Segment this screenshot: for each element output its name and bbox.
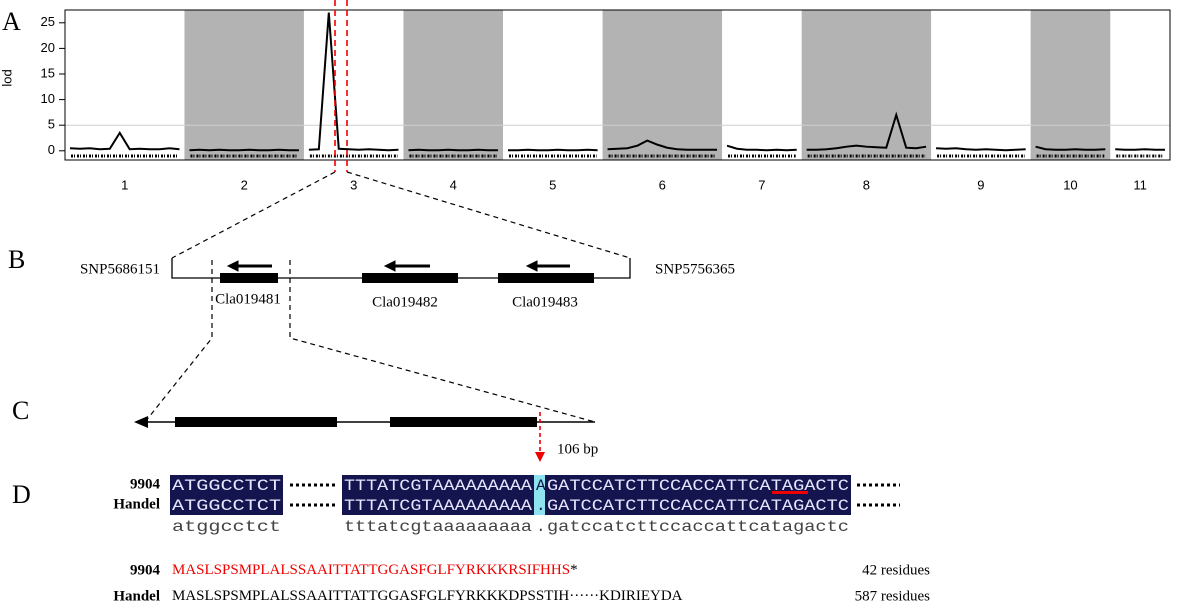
x-tick-label: 1	[121, 177, 128, 192]
x-tick-label: 5	[549, 177, 556, 192]
chromosome-band	[1030, 10, 1111, 160]
sample-name: Handel	[113, 588, 160, 604]
y-tick-label: 0	[48, 142, 55, 157]
protein-sequence: MASLSPSMPLALSSAAITTATTGGASFGLFYRKKKRSIFH…	[172, 562, 570, 578]
gene-label: Cla019482	[372, 294, 438, 310]
x-tick-label: 3	[350, 177, 357, 192]
sequence: ATGGCCTCT	[172, 477, 281, 495]
sequence-block	[170, 495, 283, 515]
y-tick-label: 15	[41, 65, 55, 80]
lod-line	[726, 144, 797, 152]
sequence: GATCCATCTTCCACCATTCATAGACTC	[547, 497, 849, 515]
sequence-block	[170, 475, 283, 495]
sample-name: 9904	[130, 476, 161, 492]
gap-dots	[290, 483, 900, 507]
marker-label: SNP5756365	[655, 261, 735, 277]
x-tick-label: 2	[241, 177, 248, 192]
y-tick-label: 10	[41, 91, 55, 106]
consensus: gatccatcttccaccattcatagactc	[547, 518, 849, 536]
plot-frame	[64, 9, 1171, 161]
panel-label: A	[2, 7, 21, 36]
x-tick-label: 7	[758, 177, 765, 192]
marker-label: SNP5686151	[80, 261, 160, 277]
x-tick-label: 11	[1133, 177, 1147, 192]
x-tick-label: 9	[977, 177, 984, 192]
lod-line	[1035, 145, 1106, 151]
protein-sequence: MASLSPSMPLALSSAAITTATTGGASFGLFYRKKKDPSST…	[172, 588, 683, 604]
sequence-block	[545, 495, 851, 515]
lod-line	[69, 130, 180, 151]
sequence: TTTATCGTAAAAAAAAA	[344, 477, 532, 495]
x-tick-label: 8	[863, 177, 870, 192]
sequence: .	[536, 497, 546, 515]
protein-length: 587 residues	[855, 588, 931, 604]
sequence: ATGGCCTCT	[172, 497, 281, 515]
lod-line	[308, 12, 399, 152]
chromosome-band	[403, 10, 504, 160]
stop-symbol: *	[570, 562, 578, 578]
sequence-block	[342, 495, 534, 515]
sequence-block	[342, 475, 534, 495]
lod-line	[1115, 148, 1166, 151]
consensus: .	[536, 518, 546, 536]
sequence-block	[534, 495, 545, 515]
x-tick-label: 10	[1063, 177, 1077, 192]
gene-region	[171, 258, 631, 283]
y-tick-label: 5	[48, 117, 55, 132]
chromosome-band	[602, 10, 723, 160]
peak-marker	[334, 0, 348, 172]
y-tick-label: 25	[41, 14, 55, 29]
consensus: tttatcgtaaaaaaaaa	[344, 518, 532, 536]
gene-model	[134, 412, 595, 462]
y-tick-label: 20	[41, 40, 55, 55]
sequence: GATCCATCTTCCACCATTCATAGACTC	[547, 477, 849, 495]
chromosome-band	[801, 10, 932, 160]
panel-label: D	[12, 480, 31, 509]
lod-line	[806, 111, 927, 151]
sequence: TTTATCGTAAAAAAAAA	[344, 497, 532, 515]
protein-sequence: MASLSPSMPLALSSAAITTATTGGASFGLFYRKKKRSIFH…	[172, 562, 578, 578]
stop-codon-mark	[772, 491, 808, 494]
lod-line	[507, 148, 598, 152]
protein-length: 42 residues	[862, 562, 930, 578]
panel-label: B	[8, 245, 25, 274]
sample-name: 9904	[130, 562, 161, 578]
protein-sequence: MASLSPSMPLALSSAAITTATTGGASFGLFYRKKKDPSST…	[172, 588, 683, 604]
y-axis-label: lod	[0, 69, 14, 86]
lod-line	[189, 148, 299, 152]
lod-line	[607, 139, 718, 151]
x-tick-label: 4	[450, 177, 457, 192]
lod-line	[408, 148, 499, 152]
mutation-label: 106 bp	[557, 441, 598, 457]
sample-name: Handel	[113, 496, 160, 512]
chromosome-band	[184, 10, 304, 160]
sequence-block	[534, 475, 545, 495]
gene-label: Cla019481	[215, 291, 281, 307]
x-tick-label: 6	[659, 177, 666, 192]
sequence: A	[536, 477, 546, 495]
lod-line	[936, 147, 1026, 152]
gene-label: Cla019483	[512, 294, 578, 310]
panel-label: C	[12, 396, 29, 425]
sequence-block	[545, 475, 851, 495]
consensus: atggcctct	[172, 518, 281, 536]
zoom-lines	[144, 171, 631, 423]
